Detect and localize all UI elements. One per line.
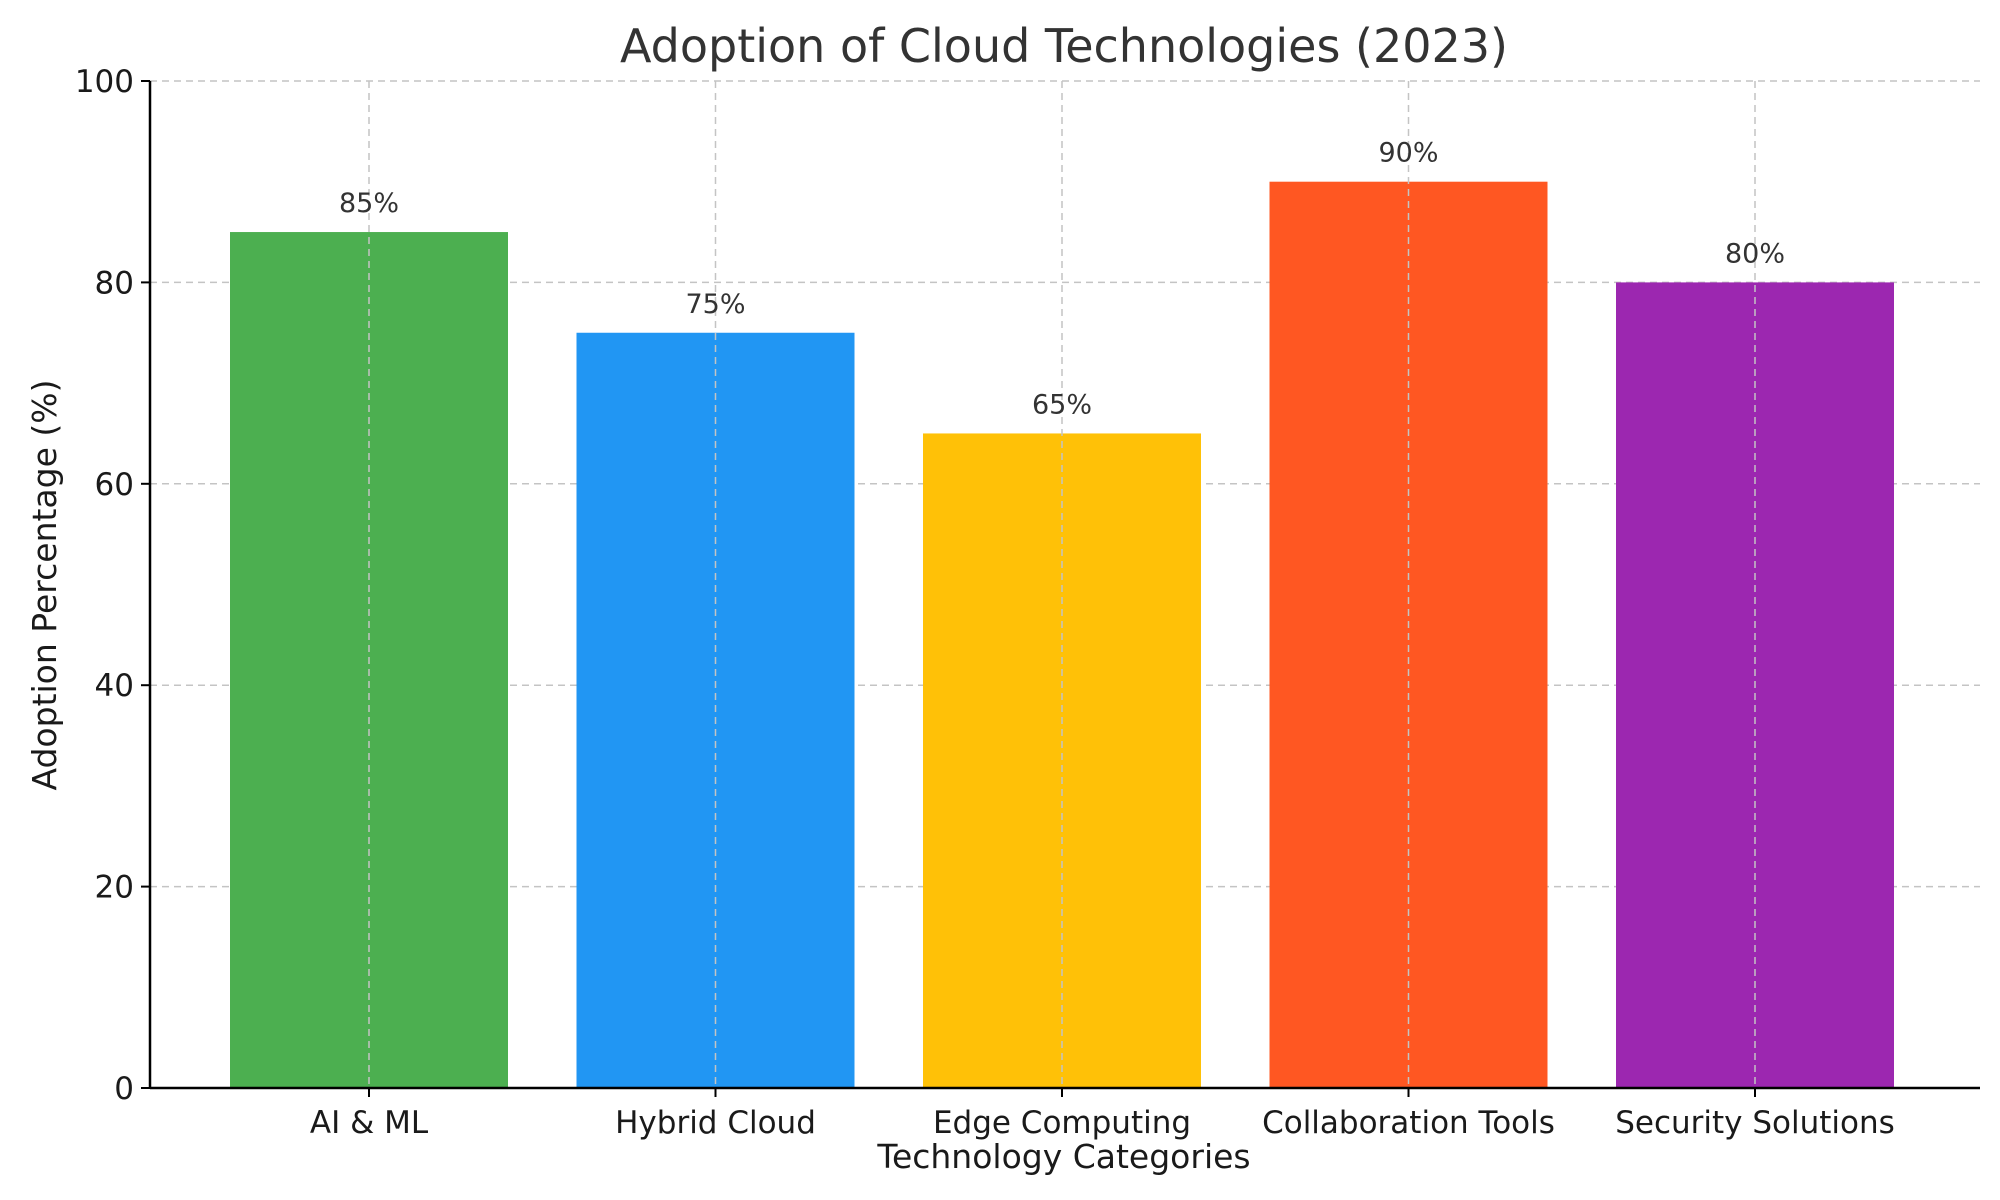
bar-value-label-3: 90%: [1378, 138, 1438, 169]
bar-value-label-4: 80%: [1725, 238, 1785, 269]
y-tick-label-0: 0: [114, 1071, 134, 1107]
x-tick-label-3: Collaboration Tools: [1262, 1105, 1555, 1141]
x-tick-label-1: Hybrid Cloud: [615, 1105, 816, 1141]
y-axis-title: Adoption Percentage (%): [25, 379, 64, 790]
bar-value-label-1: 75%: [685, 289, 745, 320]
y-tick-label-3: 60: [95, 467, 134, 503]
x-tick-label-0: AI & ML: [310, 1105, 429, 1141]
bar-value-label-2: 65%: [1032, 389, 1092, 420]
x-tick-label-4: Security Solutions: [1615, 1105, 1895, 1141]
y-tick-label-4: 80: [95, 265, 134, 301]
y-tick-label-5: 100: [75, 64, 134, 100]
x-axis-title: Technology Categories: [876, 1137, 1250, 1176]
bar-value-label-0: 85%: [339, 188, 399, 219]
chart-title: Adoption of Cloud Technologies (2023): [620, 19, 1508, 73]
bars-layer: [230, 181, 1894, 1089]
x-tick-label-2: Edge Computing: [933, 1105, 1191, 1141]
axes-layer: [141, 80, 1980, 1097]
y-tick-label-2: 40: [95, 668, 134, 704]
labels-layer: 0 20 40 60 80 100 AI & ML Hybrid Cloud Edge Comp…: [75, 64, 1895, 1141]
y-tick-label-1: 20: [95, 870, 134, 906]
